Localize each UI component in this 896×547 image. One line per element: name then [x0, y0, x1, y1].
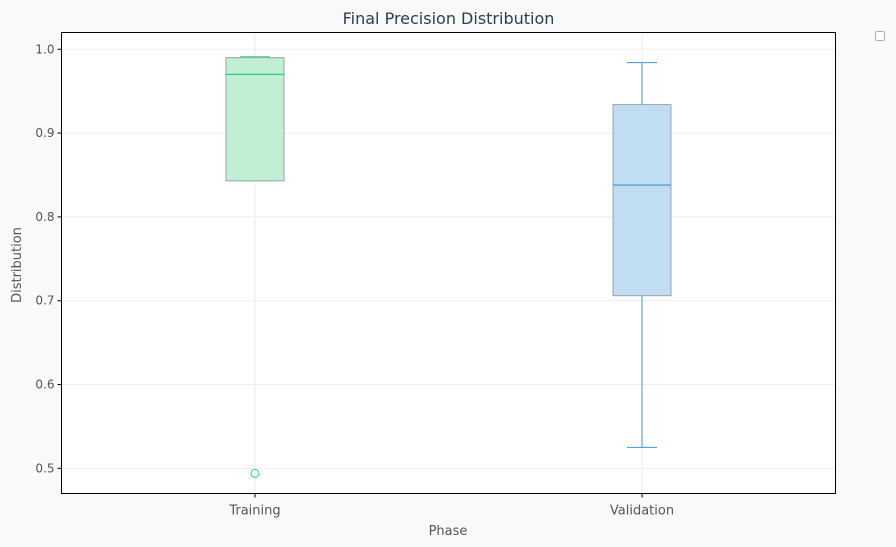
- box-body: [612, 104, 672, 297]
- x-tick-label: Training: [228, 504, 280, 519]
- axes-frame: [61, 32, 836, 494]
- y-tick-label: 0.8: [35, 210, 54, 224]
- plot-area: [61, 32, 836, 494]
- y-tick-label: 0.5: [35, 461, 54, 475]
- outlier-point: [250, 468, 260, 478]
- legend-box: [875, 31, 885, 41]
- x-ticks: Training Validation: [228, 493, 674, 519]
- box-validation: [612, 62, 672, 448]
- box-training: [225, 56, 285, 478]
- y-tick-label: 0.7: [35, 294, 54, 308]
- x-tick-label: Validation: [610, 504, 674, 519]
- y-tick-label: 0.9: [35, 126, 54, 140]
- y-axis-label: Distribution: [10, 227, 25, 303]
- box-layer: [225, 56, 672, 478]
- y-ticks: 0.5 0.6 0.7 0.8 0.9 1.0: [35, 42, 62, 475]
- y-tick-label: 1.0: [35, 42, 54, 56]
- x-axis-label: Phase: [429, 524, 468, 539]
- chart-title: Final Precision Distribution: [343, 9, 555, 28]
- y-tick-label: 0.6: [35, 378, 54, 392]
- box-body: [225, 57, 285, 182]
